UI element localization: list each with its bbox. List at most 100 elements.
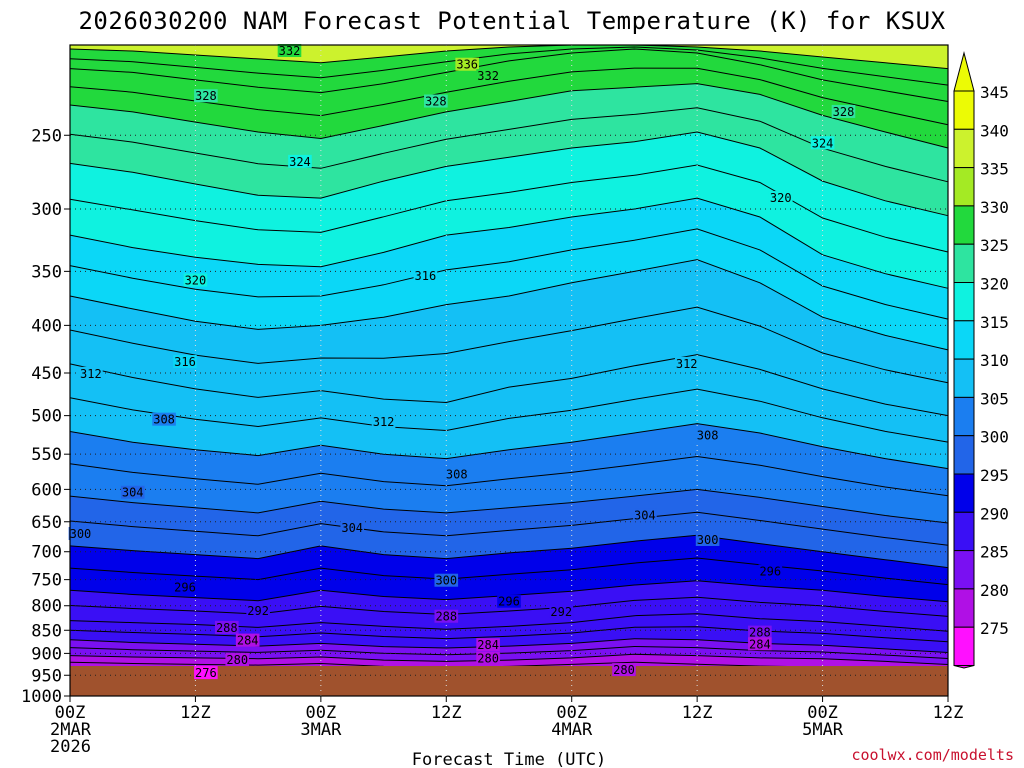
y-tick-label: 800	[31, 597, 62, 617]
colorbar-swatch	[953, 128, 975, 169]
contour-label-bg	[476, 638, 500, 652]
isentrope-304	[69, 488, 949, 524]
contour-label-324: 324	[810, 136, 835, 150]
colorbar-swatch	[953, 511, 975, 552]
contour-label-300: 300	[434, 573, 459, 588]
contour-label-text: 308	[153, 413, 175, 427]
colorbar-label: 320	[980, 275, 1009, 294]
contour-label-text: 308	[697, 428, 719, 442]
x-tick-label: 00Z	[556, 703, 587, 723]
isentrope-316	[69, 259, 949, 351]
contour-label-280: 280	[225, 653, 250, 667]
contour-label-text: 300	[70, 527, 92, 541]
colorbar-swatch	[953, 243, 975, 283]
contour-label-bg	[434, 609, 459, 623]
contour-label-text: 332	[477, 69, 499, 83]
contour-label-bg	[695, 533, 720, 547]
x-tick-label: 00Z	[807, 703, 838, 723]
contour-label-bg	[455, 57, 479, 71]
contour-label-bg	[413, 268, 438, 282]
contour-label-280: 280	[476, 651, 500, 666]
contour-label-text: 332	[279, 44, 301, 58]
contour-label-bg	[476, 651, 500, 665]
colorbar: 345 340 335 330 325 320 315 310 305 300 295 290 285 2…	[953, 51, 1009, 669]
contour-label-300: 300	[695, 533, 720, 547]
isentrope-286	[69, 645, 949, 659]
contour-label-text: 316	[174, 355, 196, 369]
contour-label-text: 304	[122, 486, 144, 500]
colorbar-label: 330	[980, 198, 1009, 217]
colorbar-label: 340	[980, 121, 1009, 140]
colorbar-swatch	[953, 473, 975, 513]
contour-label-308: 308	[444, 467, 469, 481]
contour-label-bg	[183, 273, 208, 287]
contour-label-312: 312	[674, 356, 699, 371]
contour-label-284: 284	[476, 638, 500, 652]
y-tick-label: 350	[31, 262, 62, 282]
contour-label-text: 284	[237, 634, 259, 648]
isentrope-290	[69, 626, 949, 643]
colorbar-swatch	[953, 435, 975, 475]
isentrope-322	[69, 164, 949, 253]
contour-label-bg	[831, 104, 856, 118]
y-tick-label: 300	[31, 200, 62, 220]
x-tick-label: 12Z	[180, 703, 211, 723]
contour-label-bg	[68, 527, 93, 541]
credit-text: coolwx.com/modelts	[851, 746, 1014, 764]
contour-label-296: 296	[497, 594, 521, 609]
contour-label-text: 304	[341, 521, 363, 535]
contour-label-300: 300	[68, 527, 93, 541]
contour-label-bg	[497, 594, 521, 608]
x-tick-label: 12Z	[933, 703, 964, 723]
y-tick-label: 600	[31, 480, 62, 500]
contour-label-text: 312	[80, 367, 102, 381]
contour-label-328: 328	[424, 94, 448, 109]
colorbar-label: 285	[980, 543, 1009, 562]
x-tick-label: 12Z	[431, 703, 462, 723]
contour-label-332: 332	[476, 69, 500, 83]
chart-title: 2026030200 NAM Forecast Potential Temper…	[78, 7, 945, 35]
contour-label-bg	[549, 604, 574, 618]
contour-label-bg	[152, 412, 176, 426]
x-tick-label: 4MAR	[551, 720, 593, 740]
contour-label-text: 316	[415, 269, 437, 283]
y-tick-label: 450	[31, 364, 62, 384]
contour-label-bg	[277, 44, 302, 58]
contour-label-324: 324	[288, 154, 312, 169]
isentrope-300	[69, 534, 949, 569]
isentrope-336	[69, 44, 949, 70]
contour-label-text: 280	[477, 652, 499, 666]
contour-label-bg	[235, 633, 260, 647]
colorbar-label: 315	[980, 313, 1009, 332]
contour-label-276: 276	[194, 666, 218, 680]
colorbar-label: 305	[980, 389, 1009, 408]
isentrope-308	[69, 423, 949, 470]
contour-label-text: 324	[812, 136, 834, 150]
contour-label-text: 328	[195, 89, 217, 103]
colorbar-swatch	[953, 90, 975, 130]
contour-label-312: 312	[79, 366, 103, 381]
contour-label-bg	[674, 356, 699, 370]
contour-label-288: 288	[748, 625, 772, 640]
isentrope-302	[69, 511, 949, 546]
contour-label-312: 312	[371, 415, 396, 429]
contour-label-text: 288	[216, 621, 238, 635]
colorbar-label: 325	[980, 236, 1009, 255]
contour-label-text: 276	[195, 666, 217, 680]
contour-label-bg	[371, 415, 396, 429]
contour-label-text: 308	[446, 467, 468, 481]
contour-label-328: 328	[194, 89, 218, 103]
isentrope-318	[69, 228, 949, 320]
y-tick-label: 950	[31, 666, 62, 686]
colorbar-label: 275	[980, 619, 1009, 638]
contour-label-288: 288	[214, 620, 239, 635]
isentrope-330	[69, 67, 949, 126]
isentrope-298	[69, 557, 949, 586]
contour-label-bg	[173, 355, 197, 369]
contour-label-bg	[194, 666, 218, 680]
contour-label-text: 296	[498, 595, 520, 609]
contour-label-text: 304	[634, 508, 656, 522]
colorbar-swatch	[953, 588, 975, 628]
